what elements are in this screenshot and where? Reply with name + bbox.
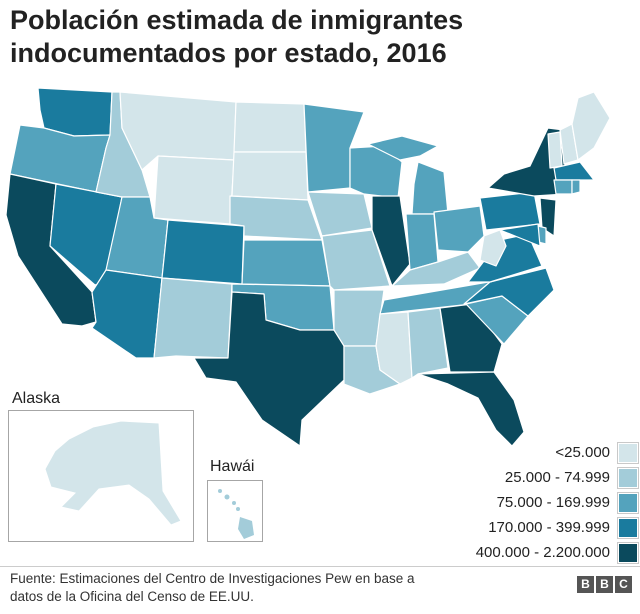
state-sd[interactable] <box>231 151 309 201</box>
legend-swatch <box>617 516 639 539</box>
state-nm[interactable] <box>153 277 233 359</box>
state-al[interactable] <box>407 307 449 379</box>
legend: <25.000 25.000 - 74.999 75.000 - 169.999 17… <box>400 440 639 565</box>
state-co[interactable] <box>161 219 245 285</box>
bbc-logo-letter: B <box>577 576 594 593</box>
state-wy[interactable] <box>153 155 235 225</box>
legend-swatch <box>617 466 639 489</box>
state-md[interactable] <box>499 223 541 247</box>
bbc-logo-letter: B <box>596 576 613 593</box>
state-nd[interactable] <box>233 101 307 153</box>
legend-swatch <box>617 441 639 464</box>
state-tx[interactable] <box>193 291 345 447</box>
state-az[interactable] <box>91 269 163 359</box>
state-ct[interactable] <box>553 179 573 195</box>
legend-item: 25.000 - 74.999 <box>400 465 639 490</box>
legend-swatch <box>617 541 639 564</box>
legend-swatch <box>617 491 639 514</box>
hawaii-inset <box>207 480 263 542</box>
legend-label: 170.000 - 399.999 <box>488 519 610 536</box>
legend-item: 400.000 - 2.200.000 <box>400 540 639 565</box>
state-ks[interactable] <box>241 239 331 287</box>
state-vt[interactable] <box>547 131 563 169</box>
state-ne[interactable] <box>229 195 323 241</box>
state-ri[interactable] <box>571 179 581 195</box>
alaska-shape <box>44 420 182 526</box>
legend-label: 25.000 - 74.999 <box>504 469 610 486</box>
state-il[interactable] <box>371 195 411 287</box>
hawaii-shape <box>218 489 254 539</box>
state-fl[interactable] <box>417 371 525 447</box>
bbc-logo-letter: C <box>615 576 632 593</box>
state-ky[interactable] <box>391 251 481 287</box>
state-wv[interactable] <box>479 229 507 267</box>
state-me[interactable] <box>571 91 611 161</box>
state-ny[interactable] <box>487 127 567 197</box>
state-ma[interactable] <box>553 161 595 181</box>
state-ak[interactable] <box>44 420 182 526</box>
state-mi[interactable] <box>411 161 449 215</box>
us-state-map <box>5 87 611 447</box>
legend-item: <25.000 <box>400 440 639 465</box>
state-in[interactable] <box>405 213 439 271</box>
alaska-inset <box>8 410 194 542</box>
bbc-logo: B B C <box>577 576 632 593</box>
legend-item: 75.000 - 169.999 <box>400 490 639 515</box>
alaska-label: Alaska <box>12 390 61 407</box>
state-pa[interactable] <box>479 191 541 231</box>
state-nj[interactable] <box>539 197 557 237</box>
state-hi[interactable] <box>218 489 254 539</box>
state-oh[interactable] <box>433 205 485 253</box>
legend-label: 400.000 - 2.200.000 <box>475 544 610 561</box>
state-mo[interactable] <box>321 229 391 291</box>
hawaii-label: Hawái <box>210 458 255 475</box>
legend-item: 170.000 - 399.999 <box>400 515 639 540</box>
map-title: Población estimada de inmigrantes indocu… <box>10 5 464 68</box>
legend-label: 75.000 - 169.999 <box>496 494 610 511</box>
footer-divider <box>0 566 640 567</box>
legend-label: <25.000 <box>555 444 610 461</box>
state-mi-upper[interactable] <box>367 135 439 161</box>
source-note: Fuente: Estimaciones del Centro de Inves… <box>10 571 415 604</box>
